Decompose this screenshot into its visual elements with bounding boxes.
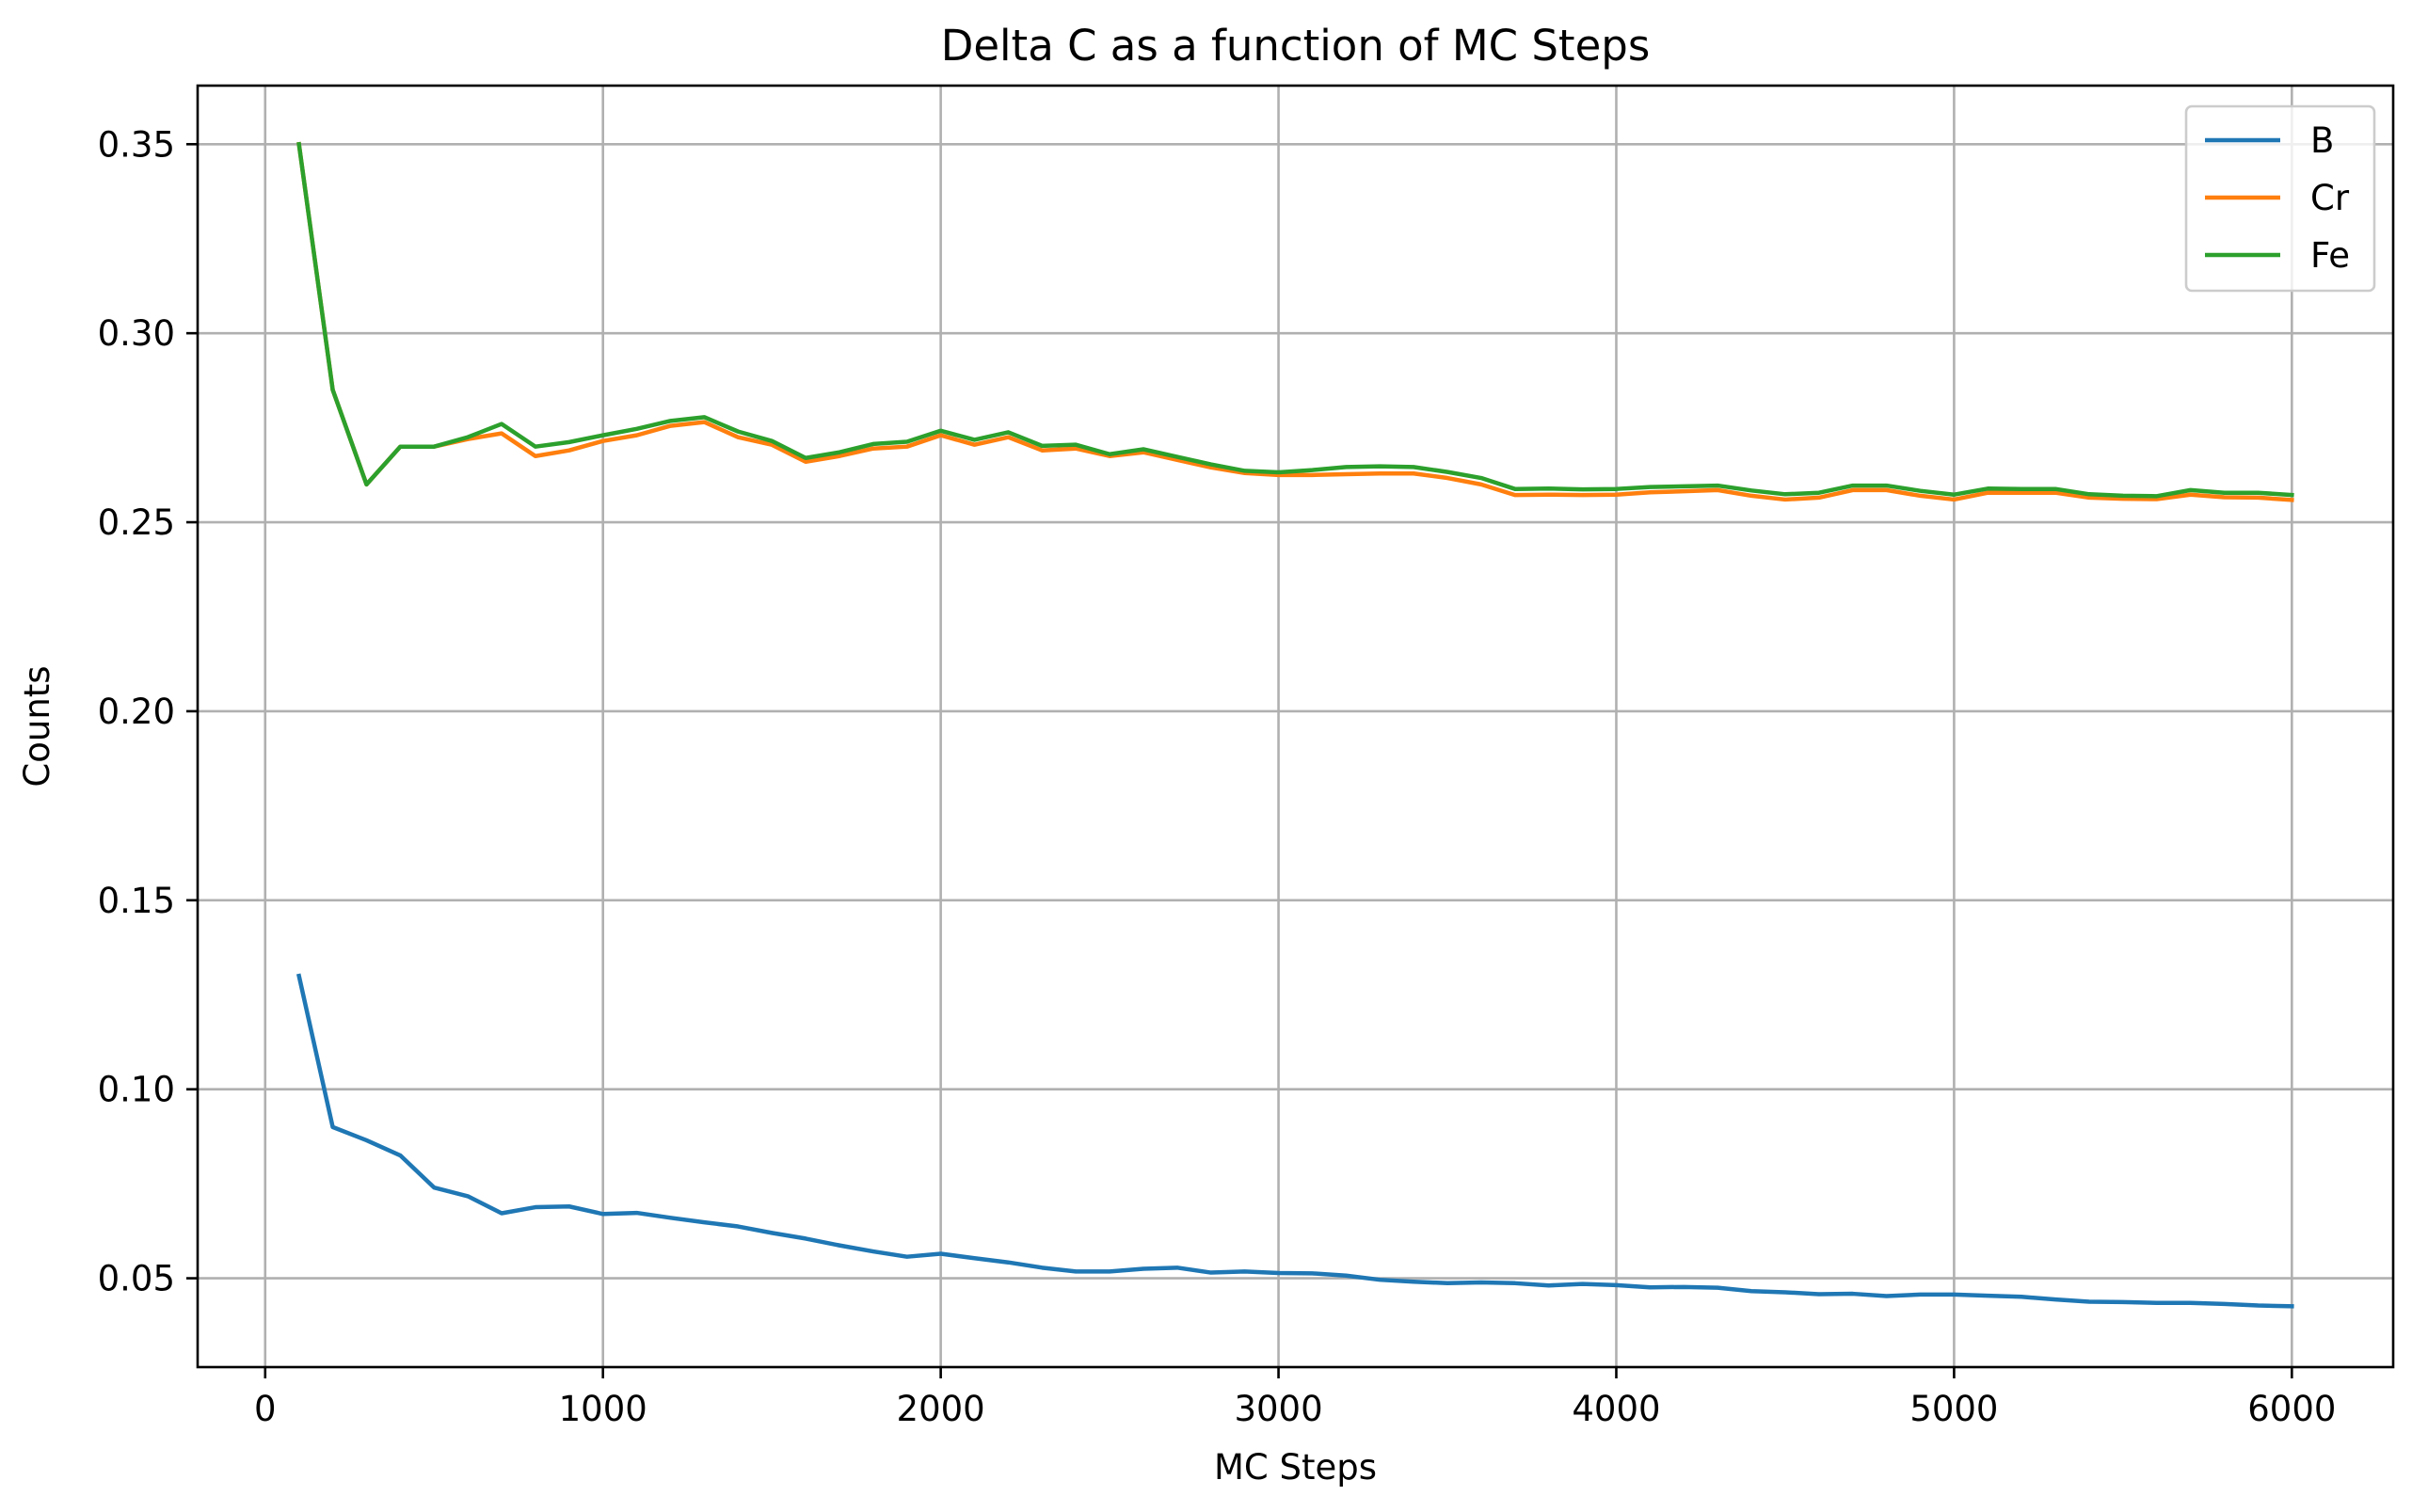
series-line-b — [296, 973, 2294, 1309]
y-axis-label: Counts — [17, 665, 57, 787]
axes-frame — [196, 84, 2395, 1369]
x-tick-label: 4000 — [1572, 1389, 1660, 1429]
x-axis-label: MC Steps — [1214, 1447, 1377, 1488]
legend-label-fe: Fe — [2310, 235, 2350, 276]
series-layer — [296, 141, 2294, 1309]
legend: B Cr Fe — [2184, 104, 2376, 293]
series-line-fe — [296, 141, 2294, 499]
y-tick-label: 0.30 — [98, 313, 175, 354]
legend-label-cr: Cr — [2310, 178, 2350, 218]
y-tick-label: 0.20 — [98, 692, 175, 732]
grid-layer — [198, 86, 2393, 1367]
x-tick-label: 5000 — [1909, 1389, 1998, 1429]
series-line-cr — [296, 141, 2294, 502]
y-tick-label: 0.15 — [98, 881, 175, 921]
chart-title: Delta C as a function of MC Steps — [941, 21, 1651, 71]
x-tick-label: 6000 — [2247, 1389, 2336, 1429]
y-tick-label: 0.10 — [98, 1070, 175, 1110]
x-tick-label: 1000 — [559, 1389, 647, 1429]
y-tick-label: 0.35 — [98, 124, 175, 165]
x-tick-label: 2000 — [897, 1389, 985, 1429]
tick-layer: 0 1000 2000 3000 4000 5000 6000 0.05 0.10 0.15 0.2… — [98, 124, 2337, 1429]
y-tick-label: 0.25 — [98, 502, 175, 543]
legend-label-b: B — [2310, 120, 2334, 161]
x-tick-label: 3000 — [1234, 1389, 1322, 1429]
y-tick-label: 0.05 — [98, 1259, 175, 1299]
x-tick-label: 0 — [254, 1389, 277, 1429]
